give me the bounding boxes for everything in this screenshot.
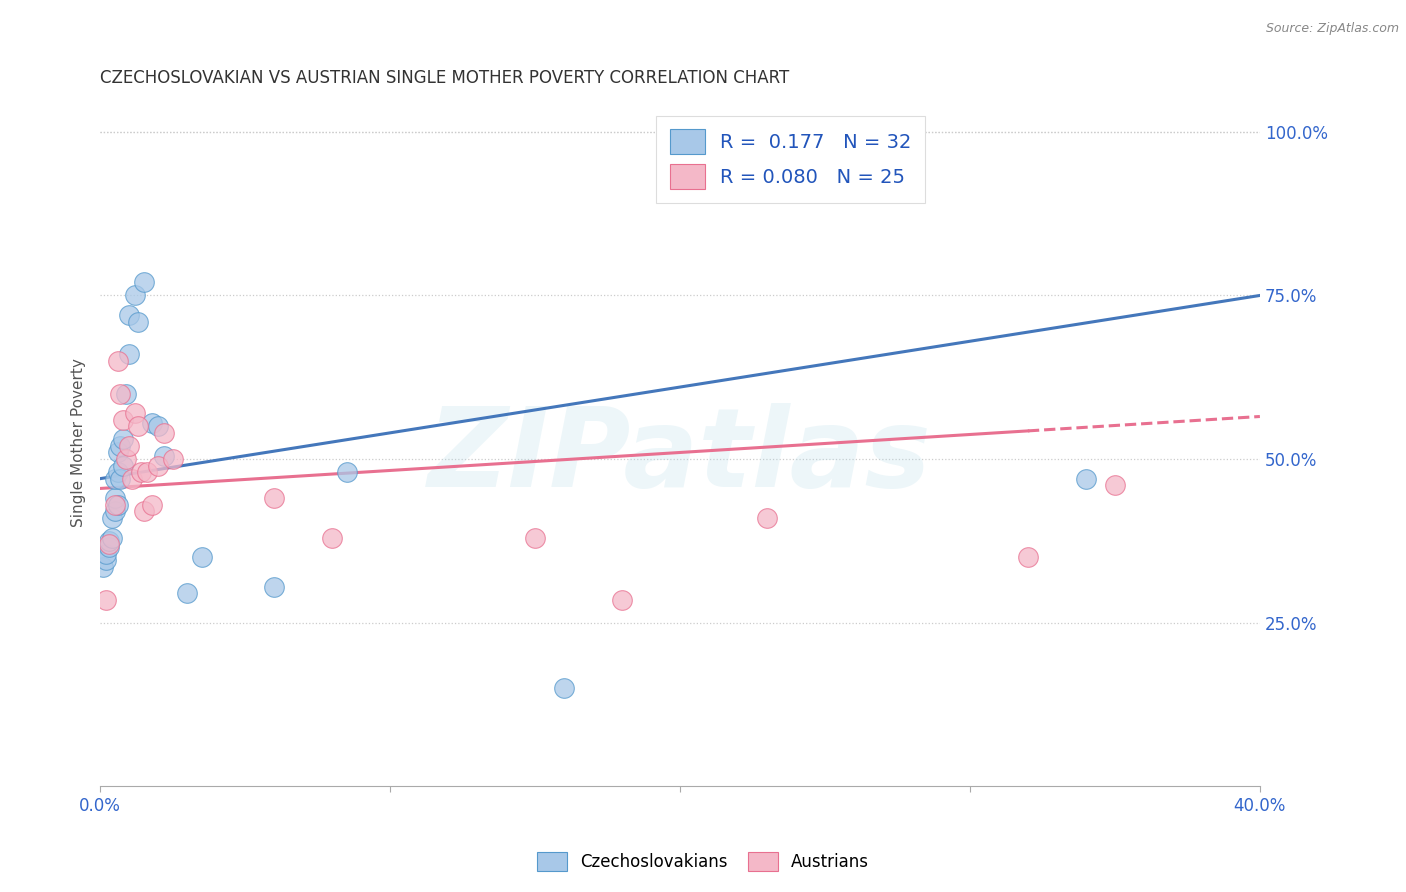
Legend: Czechoslovakians, Austrians: Czechoslovakians, Austrians: [529, 843, 877, 880]
Point: [97, 541, 120, 555]
Point: [110, 472, 132, 486]
Point: [124, 288, 146, 302]
Point: [94, 553, 117, 567]
Point: [153, 425, 176, 440]
Point: [135, 465, 157, 479]
Legend: R =  0.177   N = 32, R = 0.080   N = 25: R = 0.177 N = 32, R = 0.080 N = 25: [657, 116, 925, 202]
Point: [107, 445, 129, 459]
Point: [146, 458, 169, 473]
Point: [190, 550, 212, 565]
Point: [118, 439, 141, 453]
Point: [97, 533, 120, 548]
Point: [263, 491, 285, 506]
Point: [107, 465, 129, 479]
Point: [162, 452, 184, 467]
Text: ZIPatlas: ZIPatlas: [427, 403, 932, 510]
Point: [132, 504, 155, 518]
Point: [610, 592, 633, 607]
Point: [121, 472, 143, 486]
Point: [107, 354, 129, 368]
Point: [104, 472, 127, 486]
Point: [1074, 472, 1097, 486]
Point: [107, 498, 129, 512]
Point: [176, 586, 198, 600]
Point: [127, 419, 149, 434]
Point: [94, 547, 117, 561]
Text: CZECHOSLOVAKIAN VS AUSTRIAN SINGLE MOTHER POVERTY CORRELATION CHART: CZECHOSLOVAKIAN VS AUSTRIAN SINGLE MOTHE…: [100, 69, 789, 87]
Point: [756, 511, 779, 525]
Point: [91, 560, 114, 574]
Point: [141, 416, 163, 430]
Text: Source: ZipAtlas.com: Source: ZipAtlas.com: [1265, 22, 1399, 36]
Point: [112, 458, 135, 473]
Point: [110, 439, 132, 453]
Point: [94, 592, 117, 607]
Point: [110, 386, 132, 401]
Point: [146, 419, 169, 434]
Point: [104, 504, 127, 518]
Point: [153, 449, 176, 463]
Point: [115, 452, 138, 467]
Point: [141, 498, 163, 512]
Point: [127, 315, 149, 329]
Point: [104, 498, 127, 512]
Point: [112, 413, 135, 427]
Point: [118, 308, 141, 322]
Point: [129, 465, 152, 479]
Point: [1104, 478, 1126, 492]
Y-axis label: Single Mother Poverty: Single Mother Poverty: [72, 359, 86, 527]
Point: [118, 347, 141, 361]
Point: [115, 386, 138, 401]
Point: [100, 511, 122, 525]
Point: [335, 465, 357, 479]
Point: [97, 537, 120, 551]
Point: [100, 531, 122, 545]
Point: [132, 276, 155, 290]
Point: [321, 531, 343, 545]
Point: [104, 491, 127, 506]
Point: [524, 531, 547, 545]
Point: [112, 433, 135, 447]
Point: [124, 406, 146, 420]
Point: [263, 580, 285, 594]
Point: [553, 681, 575, 695]
Point: [1017, 550, 1039, 565]
